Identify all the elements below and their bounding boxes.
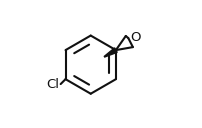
Text: O: O [130,31,140,44]
Polygon shape [104,48,117,57]
Text: Cl: Cl [47,78,60,90]
